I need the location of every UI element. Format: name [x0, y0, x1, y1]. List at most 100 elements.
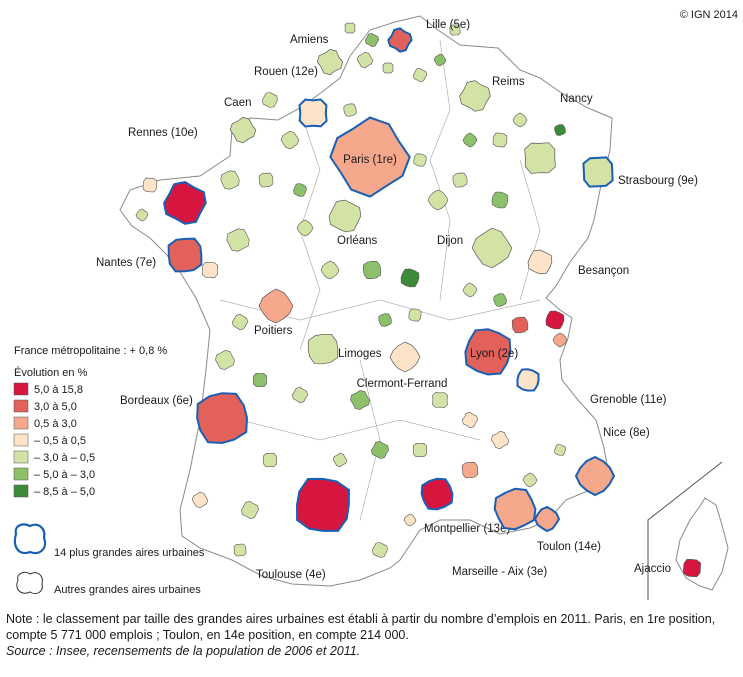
legend-class-label: 0,5 à 3,0	[34, 418, 77, 430]
city-nancy: Nancy	[524, 93, 593, 174]
urban-area	[552, 332, 568, 348]
urban-area	[403, 513, 417, 527]
urban-area	[220, 170, 240, 190]
city-area-poitiers	[258, 288, 294, 324]
city-marseille: Marseille - Aix (3e)	[452, 487, 547, 578]
city-area-limoges	[307, 333, 339, 365]
city-label-montpellier: Montpellier (13e)	[424, 523, 510, 535]
urban-area	[293, 183, 307, 197]
urban-area	[413, 67, 427, 82]
urban-area	[412, 442, 428, 458]
city-label-dijon: Dijon	[437, 235, 463, 247]
legend-other-label: Autres grandes aires urbaines	[54, 584, 201, 596]
city-area-rouen	[298, 98, 328, 128]
urban-area	[490, 430, 510, 450]
urban-area	[493, 293, 507, 307]
urban-area	[433, 53, 447, 67]
city-label-rouen: Rouen (12e)	[254, 66, 318, 78]
legend-swatch	[13, 433, 29, 447]
city-montpellier: Montpellier (13e)	[420, 477, 510, 535]
copyright-text: © IGN 2014	[680, 9, 738, 21]
city-label-nantes: Nantes (7e)	[96, 257, 156, 269]
urban-area	[400, 268, 420, 288]
urban-area	[296, 219, 314, 237]
urban-area	[280, 130, 300, 150]
city-area-nice	[574, 455, 616, 497]
city-dijon: Dijon	[437, 227, 513, 269]
city-label-orleans: Orléans	[337, 235, 378, 247]
legend-class-label: 5,0 à 15,8	[34, 384, 83, 396]
urban-area	[344, 22, 356, 34]
legend-class-label: 3,0 à 5,0	[34, 401, 77, 413]
urban-area	[522, 472, 538, 488]
city-label-bordeaux: Bordeaux (6e)	[120, 395, 193, 407]
city-area-amiens	[316, 49, 344, 76]
city-label-toulouse: Toulouse (4e)	[256, 569, 326, 581]
city-area-toulouse	[295, 477, 351, 532]
urban-area	[491, 191, 509, 209]
urban-area	[554, 124, 566, 136]
urban-area	[215, 350, 235, 370]
city-rennes: Rennes (10e)	[128, 127, 207, 225]
city-area-bordeaux	[196, 392, 249, 445]
city-area-montpellier	[420, 477, 454, 511]
city-label-marseille: Marseille - Aix (3e)	[452, 566, 547, 578]
urban-area	[408, 308, 422, 322]
city-area-rennes	[163, 181, 207, 225]
legend-swatch	[13, 450, 29, 464]
city-label-nancy: Nancy	[560, 93, 593, 105]
urban-area	[461, 461, 479, 479]
france-outline	[119, 15, 613, 587]
city-orleans: Orléans	[328, 199, 378, 247]
city-limoges: Limoges	[307, 333, 382, 365]
city-label-lyon: Lyon (2e)	[470, 348, 518, 360]
urban-area	[241, 501, 259, 519]
corsica-outline	[675, 497, 729, 591]
other-urban-areas	[135, 22, 568, 558]
city-toulouse: Toulouse (4e)	[256, 477, 351, 581]
city-area-grenoble	[516, 368, 540, 392]
urban-area	[258, 172, 274, 188]
city-area-caen	[229, 116, 257, 144]
notes: Note : le classement par taille des gran…	[6, 611, 738, 659]
city-besancon: Besançon	[527, 249, 629, 277]
urban-area	[201, 261, 219, 279]
city-label-ajaccio: Ajaccio	[634, 563, 671, 575]
urban-area	[449, 24, 461, 36]
urban-area	[462, 132, 478, 148]
city-label-nice: Nice (8e)	[603, 427, 650, 439]
city-area-orleans	[328, 199, 362, 233]
city-poitiers: Poitiers	[254, 288, 294, 337]
legend-class-label: – 5,0 à – 3,0	[34, 469, 95, 481]
city-label-grenoble: Grenoble (11e)	[590, 394, 667, 406]
legend-swatch	[13, 416, 29, 430]
urban-area	[512, 112, 528, 128]
legend-largest-label: 14 plus grandes aires urbaines	[54, 547, 205, 559]
city-area-strasbourg	[582, 156, 614, 188]
urban-area	[350, 390, 371, 410]
city-label-amiens: Amiens	[290, 34, 329, 46]
urban-area	[511, 316, 529, 334]
urban-area	[413, 153, 427, 167]
source-text: Source : Insee, recensements de la popul…	[6, 644, 361, 658]
city-label-rennes: Rennes (10e)	[128, 127, 198, 139]
city-area-dijon	[471, 227, 513, 269]
city-reims: Reims	[459, 76, 525, 112]
city-label-poitiers: Poitiers	[254, 325, 293, 337]
city-label-strasbourg: Strasbourg (9e)	[618, 175, 698, 187]
urban-area	[231, 313, 249, 331]
city-area-paris	[329, 116, 411, 198]
city-toulon: Toulon (14e)	[533, 505, 601, 553]
urban-area	[364, 32, 380, 48]
urban-area	[452, 172, 468, 188]
urban-area	[142, 177, 158, 193]
city-label-paris: Paris (1re)	[343, 154, 397, 166]
legend: France métropolitaine : + 0,8 % Évolutio…	[13, 345, 205, 596]
urban-area	[554, 444, 566, 456]
city-area-besancon	[527, 249, 553, 275]
urban-area	[233, 543, 247, 557]
urban-area	[382, 62, 394, 74]
city-area-nancy	[524, 142, 556, 174]
legend-other-symbol	[16, 571, 43, 595]
city-label-besancon: Besançon	[578, 265, 629, 277]
